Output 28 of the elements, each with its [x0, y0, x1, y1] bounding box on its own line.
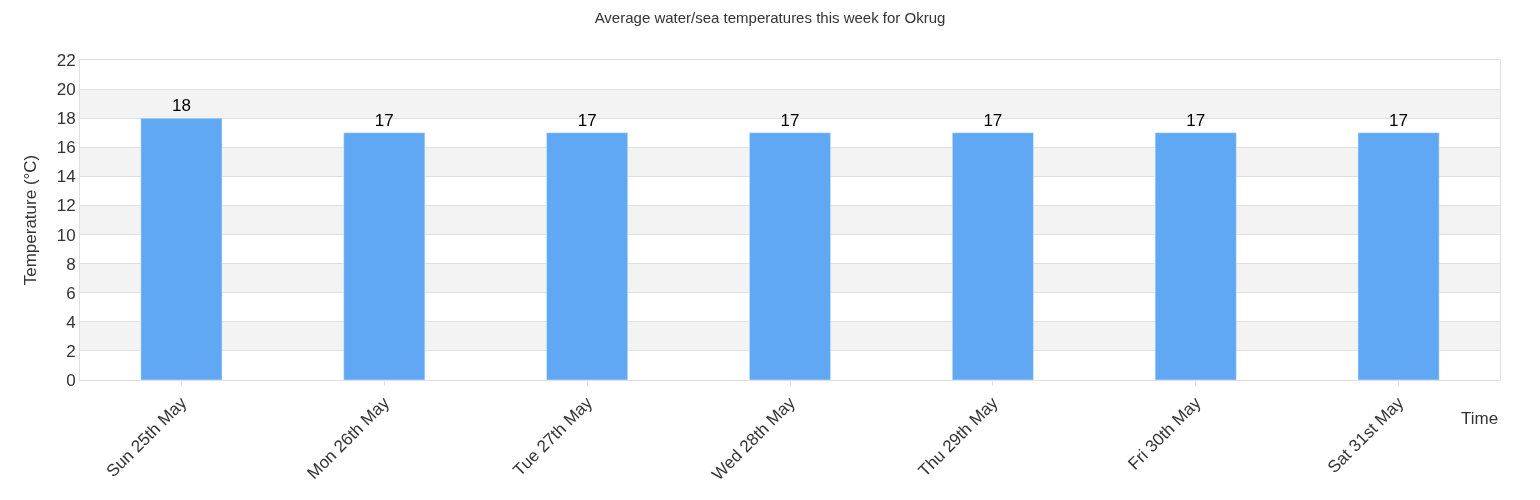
- y-tick-label: 12: [56, 196, 76, 216]
- y-axis-title: Temperature (°C): [21, 154, 41, 286]
- y-tick-label: 10: [56, 225, 76, 245]
- y-tick-label: 4: [66, 312, 76, 332]
- data-label: 17: [374, 110, 394, 130]
- data-label: 17: [983, 110, 1003, 130]
- x-axis-title: Time: [1461, 409, 1499, 428]
- y-tick-label: 18: [56, 109, 76, 129]
- y-tick-label: 20: [56, 80, 76, 100]
- y-tick-label: 16: [56, 138, 76, 158]
- x-tick-label: Sun 25th May: [102, 392, 191, 481]
- y-tick-label: 0: [66, 370, 76, 390]
- data-label: 17: [1389, 110, 1409, 130]
- data-label: 17: [577, 110, 597, 130]
- data-label: 17: [780, 110, 800, 130]
- x-tick-label: Mon 26th May: [303, 392, 394, 483]
- y-tick-label: 22: [56, 50, 76, 70]
- y-tick-label: 2: [66, 341, 76, 361]
- data-label: 18: [171, 96, 191, 116]
- y-tick-label: 6: [66, 283, 76, 303]
- x-tick-label: Thu 29th May: [914, 392, 1003, 481]
- x-tick-label: Tue 27th May: [509, 392, 597, 480]
- data-label: 17: [1186, 110, 1206, 130]
- y-tick-label: 14: [56, 167, 76, 187]
- x-tick-label: Fri 30th May: [1124, 392, 1205, 474]
- chart-title: Average water/sea temperatures this week for Okrug: [594, 9, 946, 26]
- x-tick-label: Sat 31st May: [1323, 392, 1408, 477]
- y-tick-label: 8: [66, 254, 76, 274]
